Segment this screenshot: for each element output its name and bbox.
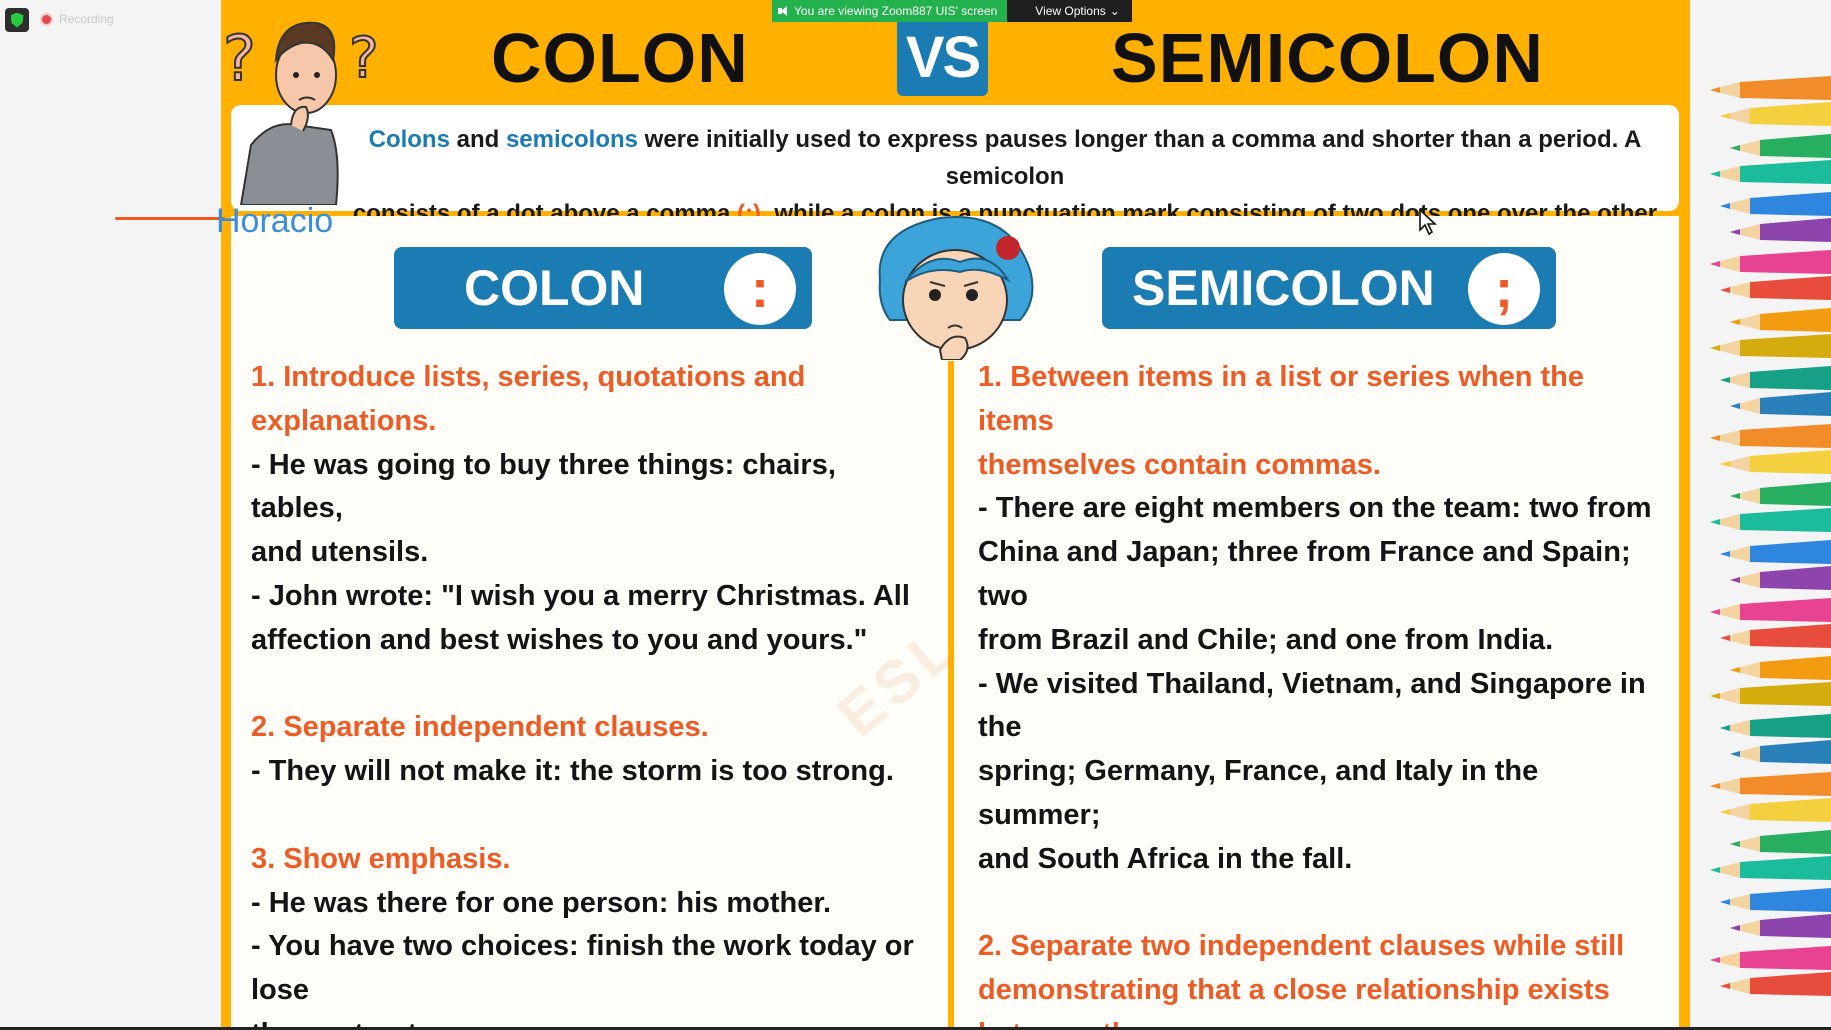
header-title-semicolon: SEMICOLON — [1111, 19, 1544, 97]
semicolon-example-line: spring; Germany, France, and Italy in th… — [978, 755, 1539, 831]
annotation-line — [115, 217, 225, 220]
pencil — [1710, 946, 1831, 970]
semicolon-rule-heading: between them. — [978, 1013, 1658, 1030]
pencil — [1720, 366, 1831, 390]
pencils-decoration — [1710, 76, 1831, 996]
pencil — [1720, 276, 1831, 300]
colon-rule-heading: 1. Introduce lists, series, quotations a… — [251, 361, 806, 393]
semicolon-example-line: and South Africa in the fall. — [978, 842, 1353, 875]
vs-badge: VS — [897, 18, 988, 96]
pencil — [1720, 714, 1831, 738]
shared-screen-infographic: ? ? COLON VS SEMICOLON Colons and semico… — [221, 0, 1690, 1030]
pencil — [1730, 482, 1831, 506]
chevron-down-icon: ⌄ — [1109, 4, 1120, 18]
comparison-panel: COLON : SEMICOLON ; ESL 1. Introduce lis… — [231, 216, 1679, 1030]
semicolon-label-pill: SEMICOLON ; — [1102, 247, 1556, 329]
thinking-girl-illustration — [878, 216, 1034, 360]
header-title-colon: COLON — [491, 19, 749, 97]
intro-word-colons: Colons — [368, 126, 450, 153]
pencil — [1730, 134, 1831, 158]
bottom-bar — [0, 1027, 1831, 1030]
colon-spacer — [251, 794, 931, 838]
colon-example-line: - He was going to buy three things: chai… — [251, 448, 836, 525]
thinking-man-illustration: ? ? — [222, 21, 380, 205]
mouse-cursor-icon — [1419, 208, 1438, 236]
pencil — [1730, 740, 1831, 764]
pencil — [1720, 102, 1831, 126]
pencil — [1710, 424, 1831, 448]
semicolon-rule-heading: themselves contain commas. — [978, 448, 1381, 481]
pencil — [1710, 598, 1831, 622]
semicolon-example-line: - There are eight members on the team: t… — [978, 492, 1652, 525]
pencil — [1720, 450, 1831, 474]
view-options-label: View Options — [1035, 4, 1106, 18]
intro-word-semicolons: semicolons — [505, 126, 638, 153]
svg-text:?: ? — [223, 22, 256, 95]
pencil — [1730, 830, 1831, 854]
colon-label-pill: COLON : — [394, 247, 812, 329]
semicolon-rules-column: 1. Between items in a list or series whe… — [978, 356, 1658, 1030]
semicolon-example-line: China and Japan; three from France and S… — [978, 536, 1631, 612]
colon-example-line: - They will not make it: the storm is to… — [251, 755, 894, 788]
pencil — [1720, 624, 1831, 648]
colon-spacer — [251, 663, 931, 707]
colon-pill-label: COLON — [464, 260, 645, 316]
speaker-icon — [778, 6, 788, 16]
semicolon-rule-heading: 2. Separate two independent clauses whil… — [978, 930, 1625, 963]
viewing-status-text: You are viewing Zoom887 UIS' screen — [794, 4, 998, 18]
colon-example-line: the contract. — [251, 1013, 931, 1030]
semicolon-example-line: - We visited Thailand, Vietnam, and Sing… — [978, 667, 1646, 744]
pencil — [1720, 888, 1831, 912]
viewing-status: You are viewing Zoom887 UIS' screen — [772, 0, 1008, 22]
colon-example-line: and utensils. — [251, 536, 429, 569]
view-options-button[interactable]: View Options ⌄ — [1007, 0, 1132, 22]
colon-example-line: - He was there for one person: his mothe… — [251, 886, 832, 919]
annotator-name: Horacio — [216, 202, 334, 240]
pencil — [1730, 914, 1831, 938]
pencil — [1730, 566, 1831, 590]
pencil — [1710, 250, 1831, 274]
colon-example-line: - John wrote: "I wish you a merry Christ… — [251, 579, 910, 612]
semicolon-example-line: from Brazil and Chile; and one from Indi… — [978, 623, 1554, 656]
semicolon-pill-label: SEMICOLON — [1132, 260, 1435, 316]
recording-label: Recording — [59, 12, 114, 26]
pencil — [1710, 508, 1831, 532]
semicolon-rule-heading: demonstrating that a close relationship … — [978, 974, 1610, 1007]
pencil — [1710, 772, 1831, 796]
pencil — [1720, 192, 1831, 216]
semicolon-rule-heading: 1. Between items in a list or series whe… — [978, 361, 1584, 437]
pencil — [1710, 856, 1831, 880]
colon-symbol-badge: : — [724, 253, 796, 325]
pencil — [1720, 540, 1831, 564]
semicolon-spacer — [978, 882, 1658, 926]
pencil — [1720, 972, 1831, 996]
colon-rule-heading: explanations. — [251, 404, 437, 437]
record-dot-icon — [40, 12, 53, 26]
security-shield-icon[interactable] — [5, 8, 29, 32]
screen-share-banner: You are viewing Zoom887 UIS' screen View… — [772, 0, 1132, 22]
intro-text: and — [449, 126, 506, 153]
colon-example-line: affection and best wishes to you and you… — [251, 623, 868, 656]
column-divider — [948, 361, 954, 1030]
pencil — [1730, 392, 1831, 416]
pencil — [1730, 218, 1831, 242]
svg-text:?: ? — [349, 26, 379, 91]
pencil — [1730, 308, 1831, 332]
intro-text: were initially used to express pauses lo… — [638, 126, 1642, 190]
pencil — [1730, 656, 1831, 680]
colon-rule-heading: 2. Separate independent clauses. — [251, 711, 709, 744]
semicolon-symbol-badge: ; — [1468, 253, 1540, 325]
pencil — [1710, 682, 1831, 706]
pencil — [1710, 76, 1831, 100]
colon-example-line: - You have two choices: finish the work … — [251, 930, 914, 1007]
pencil — [1710, 160, 1831, 184]
pencil — [1720, 798, 1831, 822]
colon-rules-column: 1. Introduce lists, series, quotations a… — [251, 356, 931, 1030]
recording-indicator[interactable]: Recording — [40, 12, 114, 26]
pencil — [1710, 334, 1831, 358]
intro-paragraph: Colons and semicolons were initially use… — [231, 105, 1679, 264]
colon-rule-heading: 3. Show emphasis. — [251, 842, 511, 875]
